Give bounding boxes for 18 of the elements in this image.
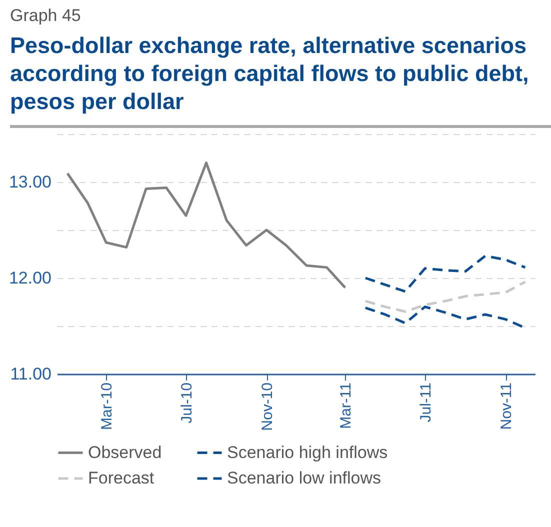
x-tick-label: Jul-11	[417, 382, 434, 422]
y-tick-label: 12.00	[8, 268, 52, 288]
legend-label: Scenario high inflows	[227, 442, 388, 462]
line-series	[364, 254, 526, 293]
x-tick-label: Jul-10	[178, 382, 196, 424]
legend-label: Observed	[88, 442, 162, 462]
x-tick-label: Mar-11	[338, 382, 355, 429]
chart-subtitle: Graph 45	[10, 6, 81, 26]
y-tick-label: 11.00	[10, 364, 52, 384]
chart-title: Peso-dollar exchange rate, alternative scenarios according to foreign capital flows to public debt, pesos per dollar	[10, 32, 530, 116]
y-tick-label: 13.00	[8, 172, 52, 192]
legend-label: Forecast	[88, 468, 154, 488]
legend-label: Scenario low inflows	[227, 468, 382, 488]
line-series	[364, 280, 526, 313]
x-tick-label: Mar-10	[98, 382, 116, 430]
x-tick-label: Nov-10	[259, 382, 276, 431]
x-tick-label: Nov-11	[498, 382, 516, 430]
line-series	[66, 162, 346, 289]
